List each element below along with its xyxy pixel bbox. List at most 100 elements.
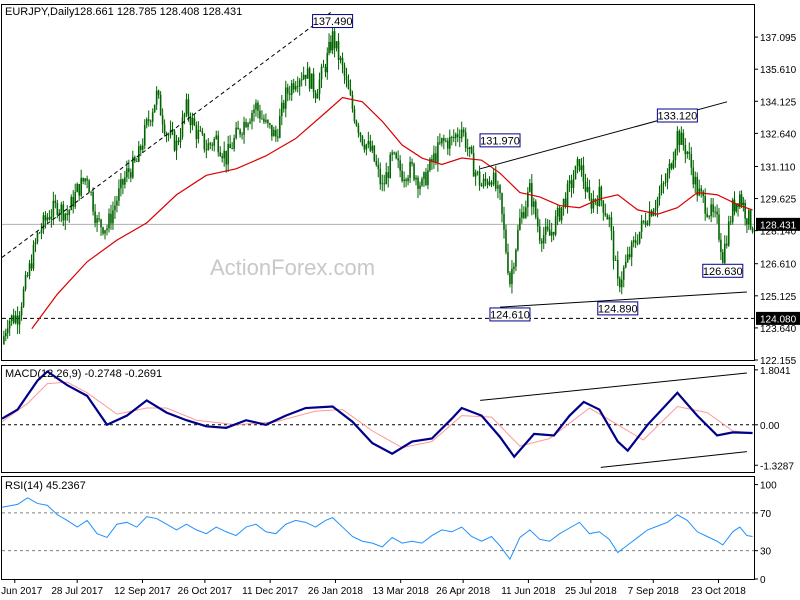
candle-body (193, 117, 196, 126)
candle-body (225, 150, 227, 165)
candle-body (606, 215, 609, 220)
price-trendline (499, 291, 747, 308)
candle-body (674, 150, 677, 161)
candle-body (298, 80, 301, 87)
candle-body (257, 102, 259, 111)
price-tick-label: 129.625 (760, 195, 797, 206)
candle-body (116, 200, 118, 206)
candle-body (6, 328, 9, 334)
candle-body (393, 152, 395, 154)
candle-body (233, 138, 235, 149)
candle-body (98, 218, 100, 220)
candle-body (664, 182, 667, 184)
candle-body (431, 158, 433, 163)
candle-body (704, 196, 706, 214)
moving-average-line (31, 96, 753, 330)
macd-panel (1, 365, 755, 473)
candle-body (310, 73, 313, 89)
candle-body (62, 204, 65, 221)
candle-body (247, 123, 249, 128)
candle-body (365, 144, 368, 150)
candle-body (405, 179, 407, 182)
rsi-series (1, 497, 754, 561)
candle-body (68, 210, 71, 216)
pivot-label-box (656, 108, 698, 123)
macd-axis: 1.8041 0.00 -1.3287 (754, 366, 794, 472)
candle-body (183, 113, 186, 118)
candle-body (72, 196, 75, 207)
candle-body (739, 194, 741, 208)
date-tick-label: 11 Dec 2017 (242, 586, 298, 597)
candle-body (3, 336, 5, 344)
candle-body (46, 217, 49, 221)
candle-body (484, 178, 487, 181)
price-tick-label: 131.110 (760, 162, 796, 173)
candle-body (527, 191, 529, 208)
rsi-tick-label: 0 (760, 575, 766, 586)
candle-body (632, 240, 635, 243)
current-price-tag: 128.431 (760, 220, 797, 231)
candle-body (237, 127, 239, 130)
candle-body (149, 121, 152, 122)
candle-body (84, 178, 86, 182)
candle-body (576, 159, 579, 166)
candle-body (331, 31, 334, 51)
candle-body (718, 214, 720, 240)
candle-body (454, 134, 457, 139)
candle-body (503, 213, 505, 230)
current-price-tag-bg (756, 217, 800, 231)
pivot-label: 124.610 (490, 309, 530, 321)
candle-body (191, 117, 194, 126)
candle-body (16, 315, 19, 325)
candle-body (219, 152, 222, 157)
candle-body (139, 146, 142, 150)
candle-body (145, 119, 148, 126)
candle-body (30, 263, 33, 269)
candle-body (94, 211, 96, 223)
candle-body (201, 131, 204, 134)
candle-body (185, 99, 188, 114)
candle-body (548, 229, 551, 236)
candle-body (12, 315, 15, 323)
candle-body (58, 212, 61, 215)
candle-body (359, 132, 362, 136)
candle-body (448, 137, 451, 149)
pivot-label-box (312, 14, 354, 29)
candle-body (88, 180, 90, 192)
candle-body (318, 79, 321, 94)
price-panel (1, 4, 755, 361)
candle-body (106, 228, 108, 231)
rsi-line (1, 497, 753, 561)
date-tick-label: 14 Jun 2017 (0, 586, 43, 597)
candle-body (316, 93, 319, 99)
candle-body (413, 163, 415, 180)
rsi-title: RSI(14) 45.2367 (5, 480, 86, 492)
candle-body (251, 113, 253, 122)
candle-body (173, 131, 176, 151)
candle-body (387, 172, 390, 178)
candle-body (320, 66, 323, 80)
candle-body (586, 187, 589, 192)
candle-body (337, 41, 340, 61)
candle-body (324, 67, 327, 73)
candle-body (267, 120, 269, 124)
price-tick-label: 126.610 (760, 260, 797, 271)
candle-body (678, 131, 681, 145)
candle-body (271, 124, 273, 137)
date-tick-label: 25 Jul 2018 (565, 586, 617, 597)
candle-body (710, 204, 712, 217)
candle-body (32, 244, 35, 269)
price-series: 137.490 131.970 133.120 124.610 124.890 126.6… (1, 10, 800, 346)
candle-body (355, 121, 358, 126)
candle-body (361, 135, 364, 145)
date-tick-label: 23 Oct 2018 (691, 586, 746, 597)
candle-body (706, 213, 708, 217)
pivot-label: 137.490 (313, 16, 353, 28)
candle-body (507, 252, 509, 273)
candle-body (215, 135, 218, 139)
candle-body (371, 145, 374, 151)
candle-body (662, 183, 665, 185)
candle-body (10, 315, 13, 321)
candle-body (330, 41, 332, 51)
candle-body (574, 165, 577, 180)
